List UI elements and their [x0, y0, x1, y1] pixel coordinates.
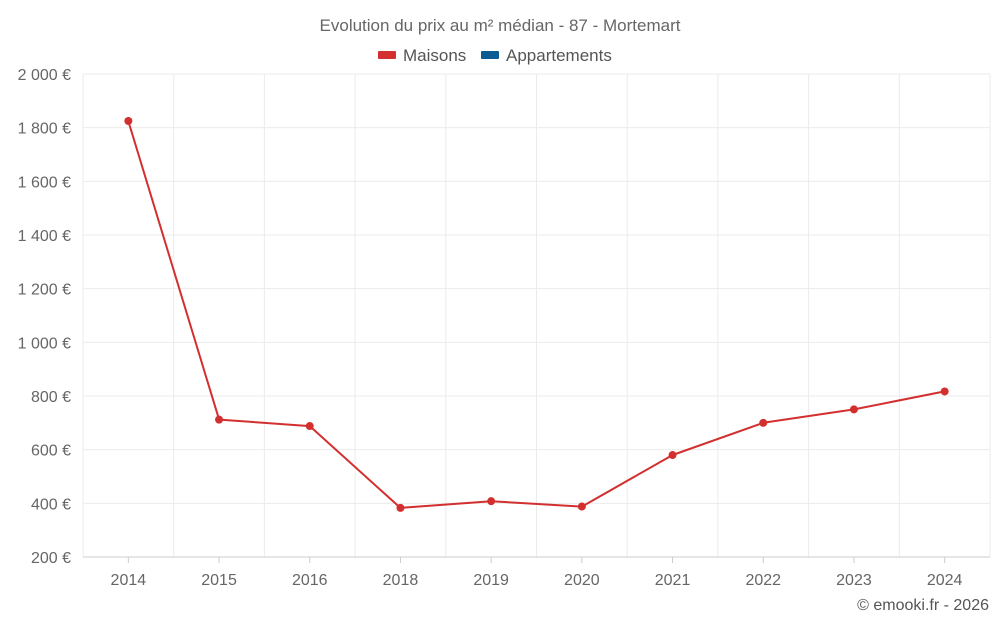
x-tick-label: 2015: [201, 572, 237, 589]
x-tick-label: 2018: [383, 572, 419, 589]
data-point-maisons[interactable]: [124, 116, 133, 125]
data-point-maisons[interactable]: [849, 405, 858, 414]
y-tick-label: 1 400 €: [18, 228, 71, 245]
legend-item-appartements[interactable]: Appartements: [481, 46, 612, 65]
x-tick-label: 2021: [655, 572, 691, 589]
x-tick-label: 2020: [564, 572, 600, 589]
data-point-maisons[interactable]: [577, 502, 586, 511]
x-tick-label: 2019: [473, 572, 509, 589]
data-point-maisons[interactable]: [759, 418, 768, 427]
series-layer: [124, 116, 949, 512]
data-point-maisons[interactable]: [487, 497, 496, 506]
y-tick-label: 200 €: [31, 550, 71, 567]
series-line-maisons: [127, 120, 945, 509]
data-point-maisons[interactable]: [940, 387, 949, 396]
legend-item-maisons[interactable]: Maisons: [378, 46, 466, 65]
credit-text: © emooki.fr - 2026: [857, 597, 989, 614]
legend-swatch-maisons: [378, 51, 396, 59]
y-tick-label: 1 000 €: [18, 335, 71, 352]
y-tick-label: 800 €: [31, 389, 71, 406]
y-tick-label: 600 €: [31, 443, 71, 460]
y-tick-label: 400 €: [31, 496, 71, 513]
x-tick-label: 2016: [292, 572, 328, 589]
legend: Maisons Appartements: [378, 46, 612, 65]
x-tick-label: 2024: [927, 572, 963, 589]
y-tick-label: 1 800 €: [18, 121, 71, 138]
y-tick-label: 2 000 €: [18, 67, 71, 84]
y-tick-label: 1 200 €: [18, 282, 71, 299]
chart-title: Evolution du prix au m² médian - 87 - Mo…: [320, 16, 681, 35]
data-point-maisons[interactable]: [396, 503, 405, 512]
x-tick-label: 2022: [745, 572, 781, 589]
grid: [82, 73, 991, 557]
x-tick-label: 2014: [111, 572, 147, 589]
x-tick-label: 2023: [836, 572, 872, 589]
y-tick-label: 1 600 €: [18, 174, 71, 191]
data-point-maisons[interactable]: [215, 415, 224, 424]
legend-swatch-appartements: [481, 51, 499, 59]
data-point-maisons[interactable]: [305, 422, 314, 431]
axes: 200 € 400 € 600 € 800 € 1 000 € 1 200 € 1 400 …: [18, 67, 990, 589]
data-point-maisons[interactable]: [668, 451, 677, 460]
legend-label-maisons: Maisons: [403, 46, 466, 65]
legend-label-appartements: Appartements: [506, 46, 612, 65]
